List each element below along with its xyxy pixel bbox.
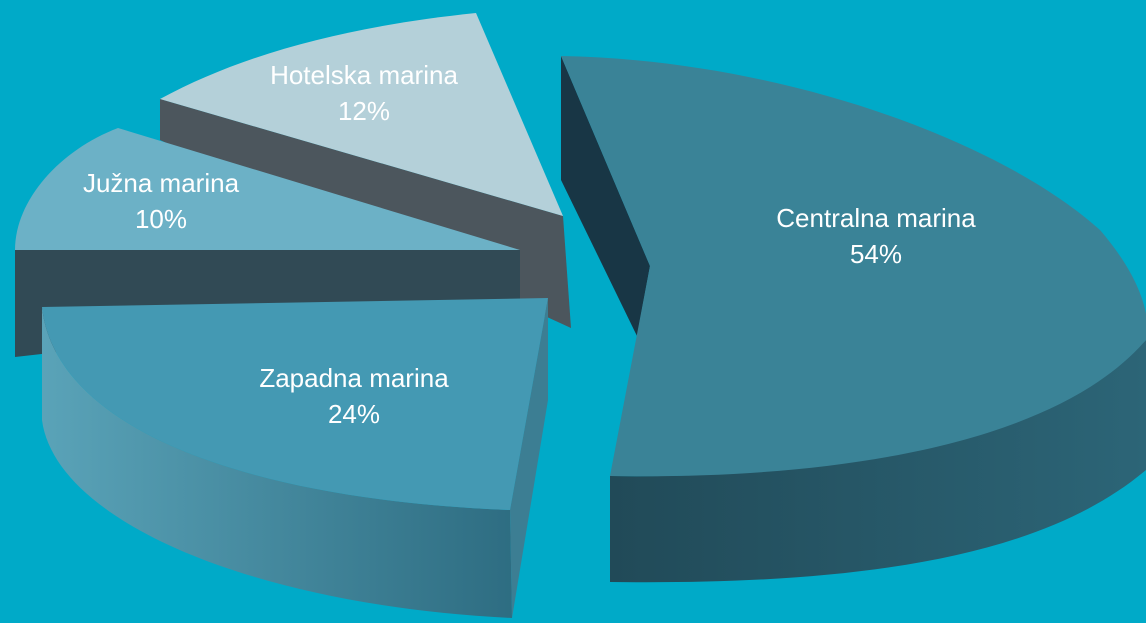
slice-top-faces xyxy=(15,13,1146,510)
slice-labels: Centralna marina 54% Zapadna marina 24% Južn… xyxy=(83,60,976,429)
centralna-slice-value: 54% xyxy=(850,239,902,269)
hotelska-slice xyxy=(160,13,563,216)
zapadna-slice-side-curve xyxy=(42,307,512,618)
centralna-slice xyxy=(561,56,1146,477)
centralna-slice-side-left xyxy=(561,56,650,336)
centralna-slice-name: Centralna marina xyxy=(776,203,976,233)
zapadna-slice-name: Zapadna marina xyxy=(259,363,449,393)
hotelska-slice-value: 12% xyxy=(338,96,390,126)
zapadna-slice xyxy=(42,298,548,510)
zapadna-slice-value: 24% xyxy=(328,399,380,429)
juzna-slice xyxy=(15,128,520,250)
centralna-slice-side-bottom xyxy=(610,340,1146,583)
zapadna-slice-side-right xyxy=(510,298,548,618)
hotelska-slice-name: Hotelska marina xyxy=(270,60,458,90)
juzna-slice-value: 10% xyxy=(135,204,187,234)
juzna-slice-name: Južna marina xyxy=(83,168,240,198)
